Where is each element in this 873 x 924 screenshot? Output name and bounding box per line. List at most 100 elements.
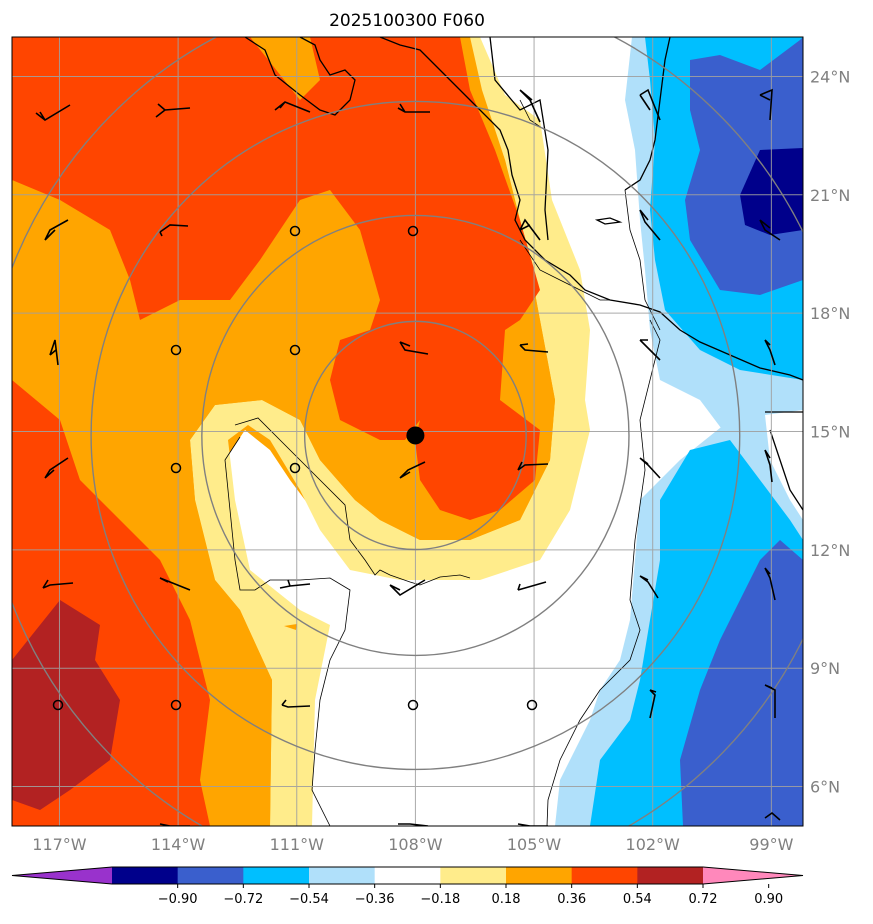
calm-marker [170, 699, 182, 711]
coastline-yucatan [594, 217, 623, 225]
wind-barb [639, 575, 659, 599]
wind-barb [42, 579, 74, 589]
lon-tick-label: 111°W [270, 835, 325, 854]
wind-barb [517, 461, 549, 471]
wind-barb [639, 88, 661, 121]
lon-tick-label: 102°W [626, 835, 681, 854]
wind-barb [155, 103, 191, 118]
calm-marker [407, 225, 419, 237]
calm-marker [170, 462, 182, 474]
calm-marker [170, 344, 182, 356]
wind-barbs [35, 88, 781, 826]
colorbar-swatch [309, 867, 376, 884]
wind-barb [639, 339, 661, 361]
calm-marker [289, 344, 301, 356]
colorbar-swatch [374, 867, 441, 884]
wind-barb [764, 449, 773, 483]
calm-marker [407, 699, 419, 711]
colorbar-label: −0.54 [289, 892, 329, 907]
state-borders [224, 99, 661, 826]
wind-barb [649, 689, 657, 719]
lat-tick-label: 9°N [810, 659, 840, 678]
wind-barb [274, 101, 311, 113]
colorbar-label: 0.54 [623, 892, 652, 907]
colorbar-label: 0.90 [754, 892, 783, 907]
lat-tick-label: 15°N [810, 423, 850, 442]
wind-barb [397, 103, 430, 113]
colorbar-swatch [440, 867, 507, 884]
range-ring [90, 100, 741, 771]
wind-barb [399, 461, 426, 479]
wind-barb [44, 219, 69, 241]
lat-tick-label: 12°N [810, 541, 850, 560]
colorbar-swatch [506, 867, 573, 884]
wind-barb [764, 567, 776, 601]
range-ring [201, 214, 630, 657]
colorbar-label: 0.72 [689, 892, 718, 907]
lon-tick-label: 99°W [749, 835, 793, 854]
colorbar-label: 0.36 [557, 892, 586, 907]
wind-barb [639, 457, 661, 479]
calm-markers [52, 225, 538, 711]
colorbar-extend-min [12, 867, 112, 884]
colorbar-label: −0.90 [158, 892, 198, 907]
field-positive-054-north [12, 37, 540, 520]
field-positive-072 [12, 600, 120, 810]
map-panel [11, 36, 804, 827]
longitude-labels: 117°W 114°W 111°W 108°W 105°W 102°W 99°W [32, 835, 793, 854]
lon-tick-label: 108°W [388, 835, 443, 854]
border-line-2 [234, 417, 471, 586]
wind-barb [759, 88, 773, 121]
lat-tick-label: 24°N [810, 67, 850, 86]
colorbar-swatch [637, 867, 704, 884]
latitude-labels: 6°N 9°N 12°N 15°N 18°N 21°N 24°N [810, 67, 850, 796]
wind-barb [399, 341, 429, 355]
range-ring [303, 320, 527, 551]
wind-barb [389, 579, 426, 597]
wind-barb [279, 579, 311, 589]
wind-barb [159, 577, 191, 591]
wind-barb [519, 343, 549, 353]
colorbar-label: −0.18 [420, 892, 460, 907]
coastlines [244, 37, 803, 511]
wind-barb [35, 104, 71, 121]
field-positive-036-gap [290, 37, 320, 100]
wind-barb [517, 823, 548, 826]
coastline-mexico-east [489, 37, 549, 241]
wind-barb [519, 89, 541, 123]
lat-tick-label: 21°N [810, 186, 850, 205]
wind-barb [398, 823, 429, 826]
field-orange-island [284, 624, 297, 630]
colorbar-swatch [112, 867, 179, 884]
coastline-mexico-west [244, 37, 803, 381]
colorbar-outline [11, 866, 804, 885]
calm-marker [526, 699, 538, 711]
field-positive-018 [190, 37, 590, 826]
lat-tick-label: 18°N [810, 304, 850, 323]
lat-tick-label: 6°N [810, 778, 840, 797]
colorbar-swatch [243, 867, 310, 884]
lon-tick-label: 114°W [151, 835, 206, 854]
colorbar-swatch [177, 867, 244, 884]
calm-marker [289, 225, 301, 237]
wind-barb [281, 699, 311, 708]
colorbar-swatch [571, 867, 638, 884]
wind-barb [639, 209, 661, 241]
map-frame [11, 36, 804, 827]
lon-tick-label: 117°W [32, 835, 87, 854]
colorbar-label: 0.18 [492, 892, 521, 907]
storm-center-marker [406, 426, 425, 445]
wind-barb [49, 339, 59, 366]
colorbar-extend-max [703, 867, 803, 884]
wind-barb [759, 219, 781, 241]
colorbar-label: −0.36 [355, 892, 395, 907]
wind-barb [764, 339, 776, 366]
wind-barb [517, 581, 547, 591]
wind-barb [519, 218, 541, 241]
wind-barb [764, 684, 776, 718]
colorbar-label: −0.72 [223, 892, 263, 907]
wind-barb [159, 823, 190, 826]
range-rings [12, 37, 803, 826]
lon-tick-label: 105°W [507, 835, 562, 854]
